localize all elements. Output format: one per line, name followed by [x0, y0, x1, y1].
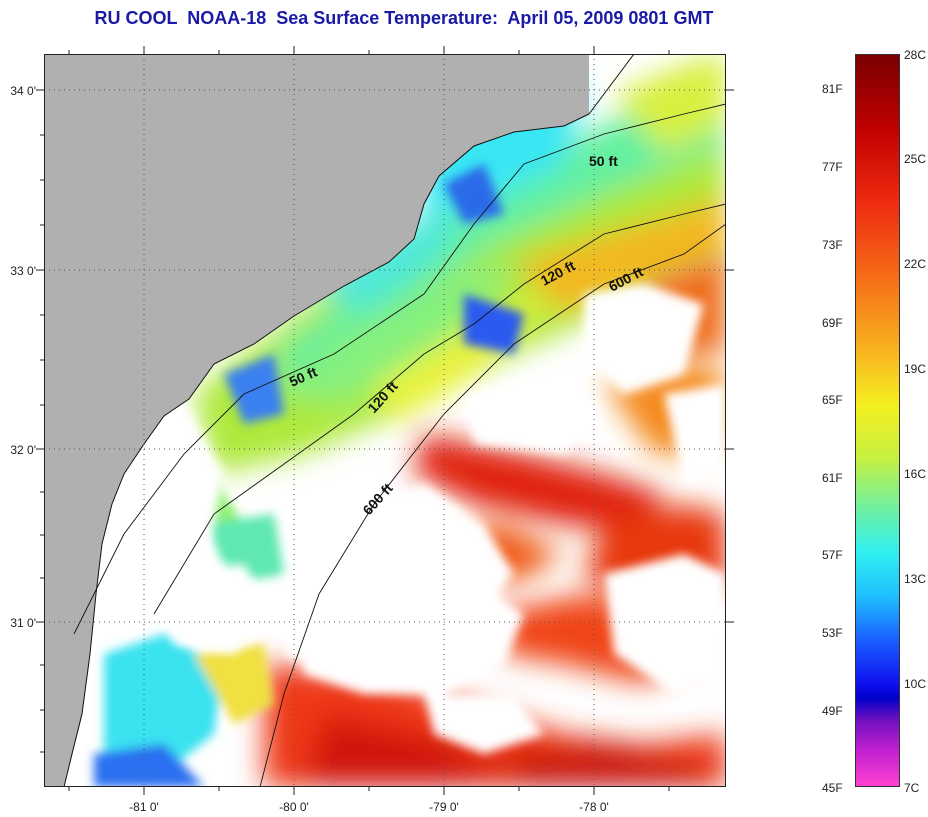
lat-label-32: 32 0' [10, 443, 36, 457]
colorbar-f-49: 49F [822, 704, 843, 718]
colorbar-f-61: 61F [822, 471, 843, 485]
colorbar-c-13: 13C [904, 572, 927, 586]
lat-label-33: 33 0' [10, 264, 36, 278]
map-title: RU COOL NOAA-18 Sea Surface Temperature:… [94, 8, 714, 28]
colorbar-c-19: 19C [904, 362, 927, 376]
colorbar [855, 54, 900, 787]
colorbar-c-25: 25C [904, 152, 927, 166]
colorbar-f-53: 53F [822, 626, 843, 640]
lat-label-31: 31 0' [10, 616, 36, 630]
map-frame [44, 54, 726, 787]
colorbar-c-28: 28C [904, 48, 927, 62]
lon-label-78: -78 0' [579, 800, 609, 814]
cloud-patches [114, 284, 726, 754]
colorbar-f-77: 77F [822, 160, 843, 174]
colorbar-f-65: 65F [822, 393, 843, 407]
colorbar-f-57: 57F [822, 548, 843, 562]
contour-label-50ft-north: 50 ft [589, 153, 618, 169]
colorbar-c-7: 7C [904, 781, 920, 795]
lon-label-79: -79 0' [429, 800, 459, 814]
lon-label-81: -81 0' [129, 800, 159, 814]
contour-120ft [153, 203, 726, 615]
colorbar-c-16: 16C [904, 467, 927, 481]
colorbar-f-73: 73F [822, 238, 843, 252]
lon-label-80: -80 0' [279, 800, 309, 814]
colorbar-f-45: 45F [822, 781, 843, 795]
contour-50ft [73, 103, 726, 635]
colorbar-c-22: 22C [904, 257, 927, 271]
coastline [63, 113, 590, 787]
colorbar-f-81: 81F [822, 82, 843, 96]
colorbar-c-10: 10C [904, 677, 927, 691]
land-area [44, 54, 589, 787]
lat-label-34: 34 0' [10, 84, 36, 98]
sst-map: 50 ft 120 ft 600 ft 50 ft 120 ft 600 ft [44, 54, 726, 787]
grid-lines [44, 54, 726, 787]
colorbar-f-69: 69F [822, 316, 843, 330]
